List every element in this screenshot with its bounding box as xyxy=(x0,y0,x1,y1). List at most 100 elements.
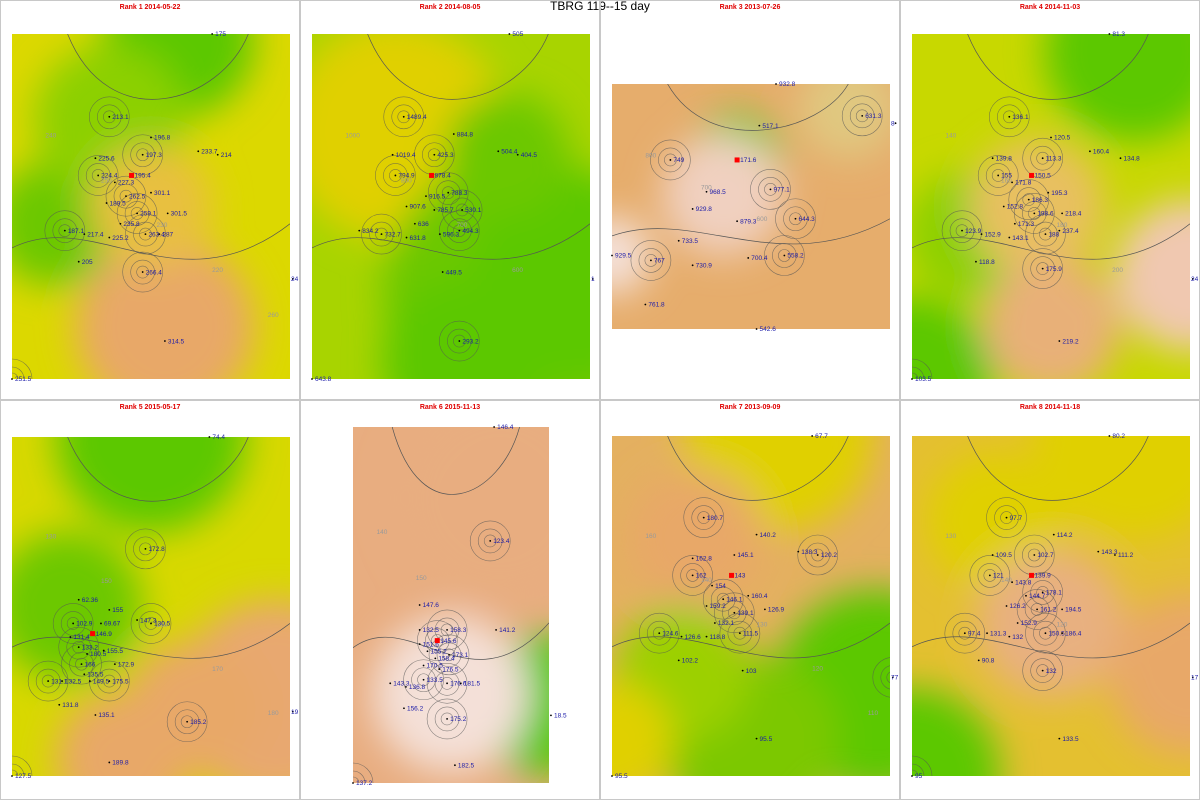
station-value-label: 794.9 xyxy=(398,173,415,180)
station-value-label: 263.4 xyxy=(148,231,165,238)
field-blob xyxy=(612,680,674,776)
station-value-label: 131.1 xyxy=(51,678,68,685)
station-value-label: 197.3 xyxy=(146,152,163,159)
contour-line xyxy=(455,203,469,217)
contour-line xyxy=(944,612,986,654)
station-value-label: 74.4 xyxy=(212,434,225,441)
contour-line xyxy=(680,563,705,588)
contour-level-label: 130 xyxy=(757,621,768,628)
field-blob xyxy=(372,615,530,773)
station-value-label: 155 xyxy=(112,607,123,614)
station-marker xyxy=(418,604,421,606)
station-marker xyxy=(452,133,455,135)
station-marker xyxy=(1097,550,1100,553)
contour-line xyxy=(630,240,672,281)
station-marker xyxy=(489,540,492,542)
station-value-label: 173.1 xyxy=(452,652,469,659)
station-marker xyxy=(1013,222,1016,225)
station-marker xyxy=(758,124,761,127)
contour-line xyxy=(650,139,691,181)
contour-line xyxy=(75,657,88,671)
station-marker xyxy=(1008,115,1011,118)
map-panel-4: Rank 4 2014-11-03 140 160 180 200 81.3 136.1 12… xyxy=(900,0,1200,400)
contour-line xyxy=(1030,580,1055,605)
station-value-label: 160.4 xyxy=(751,593,768,600)
station-value-label: 558.2 xyxy=(787,253,804,260)
station-value-label: 139.9 xyxy=(1035,573,1052,580)
station-marker xyxy=(125,195,127,198)
station-value-label: 152.8 xyxy=(1007,204,1024,211)
station-value-label: 143.8 xyxy=(1015,579,1032,586)
station-value-label: 932.8 xyxy=(779,81,796,88)
contour-line xyxy=(469,520,511,562)
station-marker xyxy=(986,632,988,635)
station-value-label: 186.3 xyxy=(1032,197,1049,204)
contour-line xyxy=(667,84,849,131)
station-marker xyxy=(769,188,772,191)
station-value-label: 171.8 xyxy=(1015,180,1032,187)
contour-line xyxy=(719,612,761,654)
contour-level-label: 1000 xyxy=(345,133,360,140)
field-blob xyxy=(982,258,1120,379)
contour-line xyxy=(136,148,149,162)
station-marker xyxy=(963,632,966,635)
panel-title: Rank 1 2014-05-22 xyxy=(119,4,181,11)
contour-line xyxy=(1003,110,1016,124)
station-value-label: 785.7 xyxy=(437,207,454,214)
station-value-label: 175.9 xyxy=(1046,266,1063,273)
station-marker xyxy=(77,260,80,263)
station-marker xyxy=(997,174,1000,177)
station-value-label: 95.5 xyxy=(615,773,628,780)
map-panel-8: Rank 8 2014-11-18 130 140 120 80.2 97.7 114.2 1… xyxy=(900,400,1200,800)
station-marker xyxy=(1061,608,1064,611)
station-marker xyxy=(69,636,72,638)
station-value-label: 494.3 xyxy=(462,228,479,235)
field-blob xyxy=(393,427,549,605)
contour-line xyxy=(442,648,456,662)
contour-level-label: 180 xyxy=(1057,222,1068,229)
station-value-label: 259.1 xyxy=(140,211,157,218)
station-value-label: 788.3 xyxy=(451,190,468,197)
station-value-label: 62.36 xyxy=(82,597,99,604)
station-value-label: 214 xyxy=(221,152,232,159)
contour-line xyxy=(369,221,394,247)
station-value-label: 154 xyxy=(715,583,726,590)
station-value-label: 135.5 xyxy=(87,672,104,679)
contour-line xyxy=(58,626,100,668)
station-marker xyxy=(1033,554,1036,556)
contour-line xyxy=(426,609,468,651)
contour-line xyxy=(436,642,462,668)
contour-line xyxy=(683,497,725,538)
station-value-label: 145.6 xyxy=(440,638,457,645)
contour-line xyxy=(733,626,747,640)
station-value-label: 293.2 xyxy=(462,338,479,345)
station-marker xyxy=(738,632,741,635)
contour-line xyxy=(439,210,480,251)
station-value-label: 1 xyxy=(591,276,595,283)
contour-line xyxy=(52,218,78,243)
station-marker xyxy=(677,659,680,662)
station-value-label: 158.3 xyxy=(450,627,467,634)
station-marker xyxy=(458,340,461,342)
station-marker xyxy=(47,680,50,682)
contour-line xyxy=(391,104,417,130)
station-value-label: 160.4 xyxy=(1093,149,1110,156)
contour-level-label: 230 xyxy=(157,222,168,229)
station-value-label: 266.4 xyxy=(146,269,163,276)
contour-line xyxy=(417,673,430,687)
contour-line xyxy=(103,674,116,688)
contour-level-label: 800 xyxy=(645,153,656,160)
station-marker xyxy=(816,554,819,556)
station-marker xyxy=(1061,632,1064,635)
station-marker xyxy=(705,190,708,193)
station-marker xyxy=(691,557,694,560)
contour-line xyxy=(872,657,890,698)
station-value-label: 178.1 xyxy=(1046,590,1063,597)
contour-line xyxy=(989,96,1030,138)
station-value-label: 69.67 xyxy=(104,621,121,628)
station-value-label: 158.4 xyxy=(438,656,455,663)
station-marker xyxy=(755,328,758,330)
contour-line xyxy=(958,626,972,640)
station-value-label: 102.7 xyxy=(1037,552,1054,559)
